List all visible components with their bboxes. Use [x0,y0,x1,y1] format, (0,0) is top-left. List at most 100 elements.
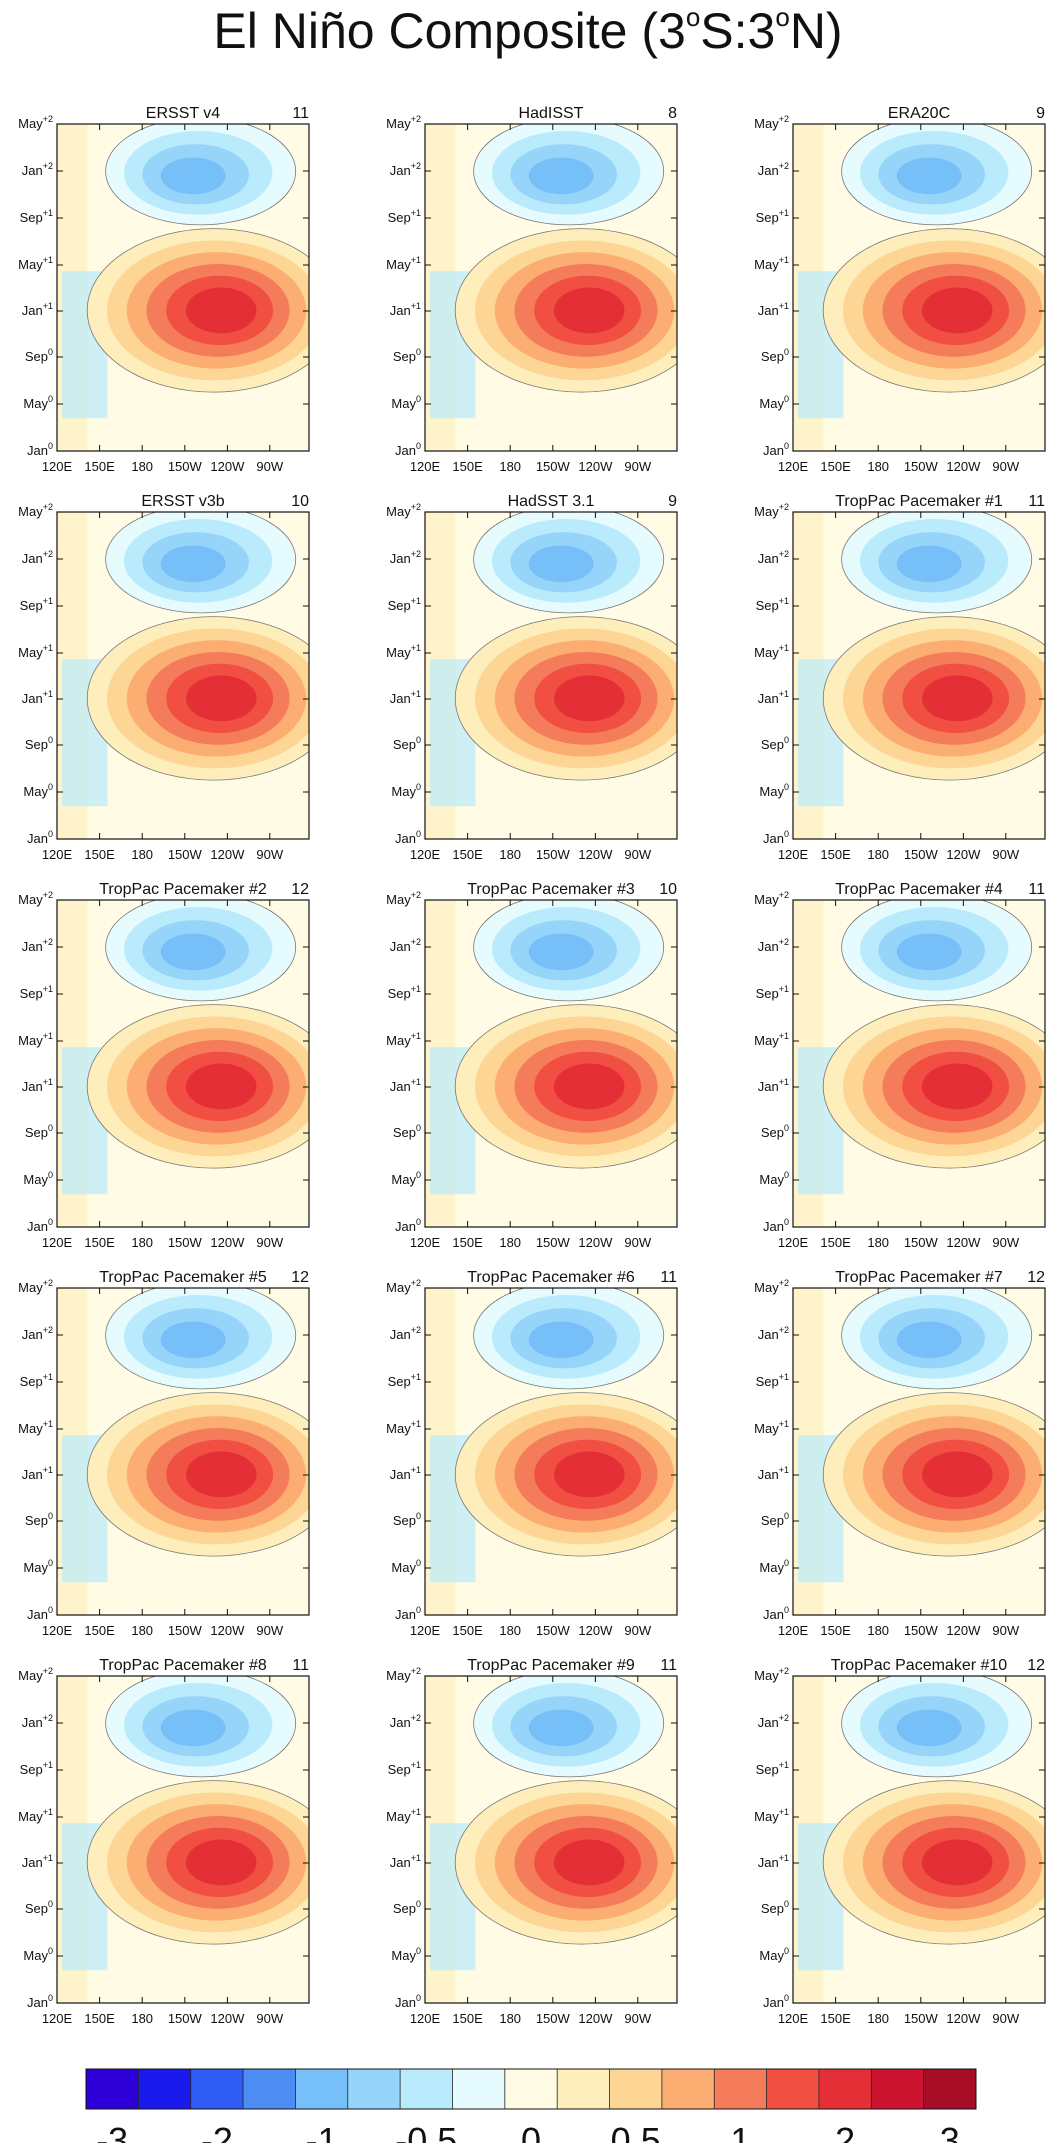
x-tick-label: 150W [536,847,571,862]
x-tick-label: 120W [578,847,613,862]
colorbar-label: 1 [730,2120,750,2143]
x-tick-label: 150E [452,1235,483,1250]
y-tick-label: May+1 [754,1807,789,1824]
cool-anomaly-contour [896,933,962,971]
colorbar-swatch [766,2069,820,2109]
panel-frame [792,899,1046,1228]
y-tick-label: Jan+1 [390,1077,421,1094]
x-tick-label: 90W [624,1623,651,1638]
y-tick-label: May0 [391,394,421,411]
y-tick-label: May+2 [386,114,421,131]
x-tick-label: 150E [84,2011,115,2026]
colorbar-swatch [138,2069,192,2109]
y-tick-label: Jan+1 [758,1465,789,1482]
x-tick-label: 120W [946,2011,981,2026]
title-prefix: El Niño Composite (3 [213,3,685,59]
y-tick-label: Sep+1 [388,1372,421,1389]
colorbar-swatch [452,2069,506,2109]
y-tick-label: May+2 [754,1278,789,1295]
x-tick-label: 90W [992,847,1019,862]
x-tick-label: 180 [867,1235,889,1250]
panel: Jan0 May0 Sep0 Jan+1 May+1 Sep+1 Jan+2 May+2 120… [754,493,1046,862]
x-tick-label: 180 [499,1235,521,1250]
x-tick-label: 150E [452,459,483,474]
y-tick-label: Sep+1 [388,1760,421,1777]
y-tick-label: Jan+2 [390,1325,421,1342]
colorbar-swatch [400,2069,453,2109]
y-tick-label: Jan0 [763,1217,789,1234]
warm-anomaly-contour [553,675,625,722]
y-tick-label: May0 [391,782,421,799]
y-tick-label: Jan+1 [22,1077,53,1094]
contour-field [57,124,309,451]
x-tick-label: 180 [867,2011,889,2026]
y-tick-label: Jan+2 [390,549,421,566]
panel: Jan0 May0 Sep0 Jan+1 May+1 Sep+1 Jan+2 May+2 120… [18,105,310,474]
x-tick-label: 180 [867,459,889,474]
y-tick-label: May+1 [386,643,421,660]
warm-anomaly-contour [185,287,257,334]
x-tick-label: 120W [210,1235,245,1250]
warm-anomaly-contour [553,287,625,334]
y-tick-label: Jan0 [27,829,53,846]
x-tick-label: 90W [624,847,651,862]
x-tick-label: 150W [168,2011,203,2026]
y-tick-label: Sep0 [25,1123,53,1140]
y-tick-label: Jan+1 [22,301,53,318]
panel: Jan0 May0 Sep0 Jan+1 May+1 Sep+1 Jan+2 May+2 120… [386,493,678,862]
y-tick-label: Sep0 [25,347,53,364]
y-tick-label: Jan+2 [758,937,789,954]
y-tick-label: May+2 [18,114,53,131]
warm-anomaly-contour [185,1063,257,1110]
cool-anomaly-contour [896,545,962,583]
panel-frame [792,1675,1046,2004]
x-tick-label: 150E [820,1623,851,1638]
y-tick-label: Jan+2 [758,1325,789,1342]
y-tick-label: May0 [23,1946,53,1963]
panel-count: 11 [660,1269,677,1286]
y-tick-label: Sep0 [761,1511,789,1528]
y-tick-label: Sep+1 [756,208,789,225]
panel-count: 10 [291,493,309,510]
y-tick-label: Sep+1 [756,984,789,1001]
y-tick-label: Jan0 [763,441,789,458]
colorbar-label: -2 [201,2120,233,2143]
x-tick-label: 120E [778,1235,809,1250]
panel-title: TropPac Pacemaker #8 [99,1657,267,1674]
x-tick-label: 120W [946,1623,981,1638]
warm-anomaly-contour [553,1063,625,1110]
y-tick-label: Jan+1 [22,689,53,706]
panel-count: 11 [660,1657,677,1674]
y-tick-label: Jan+2 [758,549,789,566]
x-tick-label: 180 [867,1623,889,1638]
cool-anomaly-contour [160,1709,226,1747]
contour-field [425,1676,677,2003]
panel-title: HadISST [519,105,584,122]
y-tick-label: May0 [759,782,789,799]
y-tick-label: Jan0 [763,1605,789,1622]
y-tick-label: Sep0 [761,1123,789,1140]
panel: Jan0 May0 Sep0 Jan+1 May+1 Sep+1 Jan+2 May+2 120… [754,105,1046,474]
colorbar-swatch [818,2069,872,2109]
panel-frame [792,1287,1046,1616]
y-tick-label: May+2 [18,1666,53,1683]
main-title: El Niño Composite (3oS:3oN) [213,2,842,59]
x-tick-label: 120W [210,1623,245,1638]
x-tick-label: 90W [256,1623,283,1638]
y-tick-label: Sep0 [393,1511,421,1528]
x-tick-label: 90W [624,1235,651,1250]
x-tick-label: 180 [131,1235,153,1250]
x-tick-label: 120E [778,847,809,862]
contour-field [57,512,309,839]
y-tick-label: Jan+2 [22,1713,53,1730]
contour-field [425,1288,677,1615]
y-tick-label: Jan0 [763,1993,789,2010]
x-tick-label: 120W [578,2011,613,2026]
y-tick-label: May+2 [386,1666,421,1683]
x-tick-label: 90W [256,2011,283,2026]
colorbar-swatch [190,2069,244,2109]
panel-frame [424,123,678,452]
y-tick-label: May0 [759,1558,789,1575]
panel-title: TropPac Pacemaker #5 [99,1269,267,1286]
